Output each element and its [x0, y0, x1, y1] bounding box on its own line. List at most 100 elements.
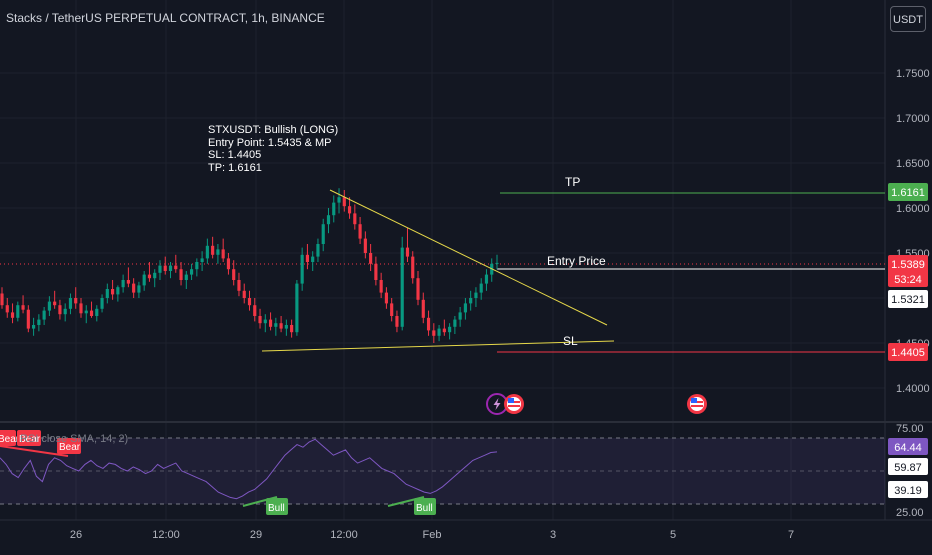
candle	[26, 309, 30, 329]
candle	[400, 247, 404, 327]
candle	[279, 323, 283, 329]
candle	[37, 319, 41, 325]
price-tick: 1.7500	[896, 68, 930, 80]
us-flag-event-icon[interactable]	[687, 394, 707, 414]
time-tick: 26	[70, 529, 82, 541]
us-flag-event-icon[interactable]	[504, 394, 524, 414]
candle	[295, 283, 299, 333]
candle	[448, 326, 452, 333]
candle	[337, 197, 341, 203]
candle	[369, 253, 373, 264]
candle	[58, 305, 62, 315]
candle	[347, 206, 352, 214]
tp-label: TP	[565, 175, 580, 189]
candle	[405, 247, 410, 257]
trade-note-line: TP: 1.6161	[208, 161, 262, 174]
trade-note-line: STXUSDT: Bullish (LONG)	[208, 124, 339, 136]
candle	[105, 289, 109, 298]
candle	[395, 316, 399, 327]
rsi-legend[interactable]: RSI close SMA, 14, 2)	[20, 433, 129, 445]
candle	[421, 299, 425, 318]
time-tick: Feb	[423, 529, 442, 541]
candle	[189, 269, 194, 275]
candle	[132, 283, 136, 293]
candle	[300, 254, 304, 284]
candle	[79, 303, 83, 314]
rsi-line[interactable]	[0, 438, 498, 500]
candle	[63, 308, 67, 315]
candle	[163, 265, 167, 271]
candle	[437, 328, 441, 336]
candle	[353, 213, 357, 225]
candles-group	[0, 188, 499, 343]
candle	[95, 308, 99, 316]
candle	[184, 274, 188, 280]
candle	[142, 274, 146, 286]
candle	[321, 224, 325, 244]
trade-note-line: SL: 1.4405	[208, 149, 262, 161]
support-trendline[interactable]	[261, 340, 615, 352]
candle	[390, 303, 394, 316]
candle	[137, 285, 141, 293]
candle	[305, 254, 310, 262]
price-tick: 1.6000	[896, 203, 930, 215]
candle	[284, 325, 288, 329]
rsi-lower-badge: 39.19	[888, 481, 928, 498]
candle	[326, 215, 331, 225]
candle	[453, 319, 457, 327]
candle	[316, 244, 320, 257]
candle	[89, 310, 94, 316]
last-price-badge: 1.5389 53:24	[888, 255, 928, 287]
time-tick: 7	[788, 529, 794, 541]
candle	[126, 280, 130, 284]
svg-text:Bull: Bull	[416, 503, 433, 514]
sl-price-badge: 1.4405	[888, 343, 928, 361]
candle	[442, 328, 446, 333]
candle	[358, 224, 362, 239]
candle	[42, 310, 46, 320]
candle	[211, 245, 215, 255]
rsi-axis-tick: 25.00	[896, 507, 924, 519]
candle	[432, 330, 436, 336]
candle	[247, 298, 252, 306]
candle	[111, 289, 115, 295]
time-tick: 12:00	[152, 529, 180, 541]
price-tick: 1.6500	[896, 158, 930, 170]
candle	[458, 312, 462, 320]
candle	[253, 305, 257, 316]
entry-price-label: Entry Price	[547, 254, 606, 268]
candle	[237, 280, 241, 291]
svg-text:39.19: 39.19	[894, 485, 922, 497]
candle	[469, 298, 473, 304]
price-tick: 1.4000	[896, 383, 930, 395]
svg-text:1.6161: 1.6161	[891, 187, 925, 199]
bear-label: Bear	[57, 438, 81, 454]
candle	[242, 290, 246, 298]
svg-text:1.4405: 1.4405	[891, 347, 925, 359]
chart-title[interactable]: Stacks / TetherUS PERPETUAL CONTRACT, 1h…	[6, 11, 325, 25]
candle	[342, 197, 346, 207]
candle	[121, 280, 125, 288]
candle	[174, 265, 178, 270]
candle	[384, 292, 388, 304]
candle	[53, 301, 57, 306]
trade-note-line: Entry Point: 1.5435 & MP	[208, 136, 332, 149]
candle	[47, 301, 51, 311]
candle	[274, 323, 278, 327]
trade-note[interactable]: STXUSDT: Bullish (LONG) Entry Point: 1.5…	[208, 124, 338, 174]
candle	[100, 298, 104, 309]
candle	[463, 303, 467, 313]
candle	[221, 249, 225, 259]
candle	[232, 269, 236, 280]
candle	[116, 287, 120, 295]
bull-label: Bull	[266, 498, 288, 515]
svg-text:1.5321: 1.5321	[891, 294, 925, 306]
candle	[205, 245, 209, 259]
descending-trendline[interactable]	[329, 189, 608, 326]
candle	[16, 305, 20, 318]
candle	[5, 305, 9, 313]
currency-button[interactable]: USDT	[890, 6, 926, 32]
candle	[0, 293, 4, 306]
